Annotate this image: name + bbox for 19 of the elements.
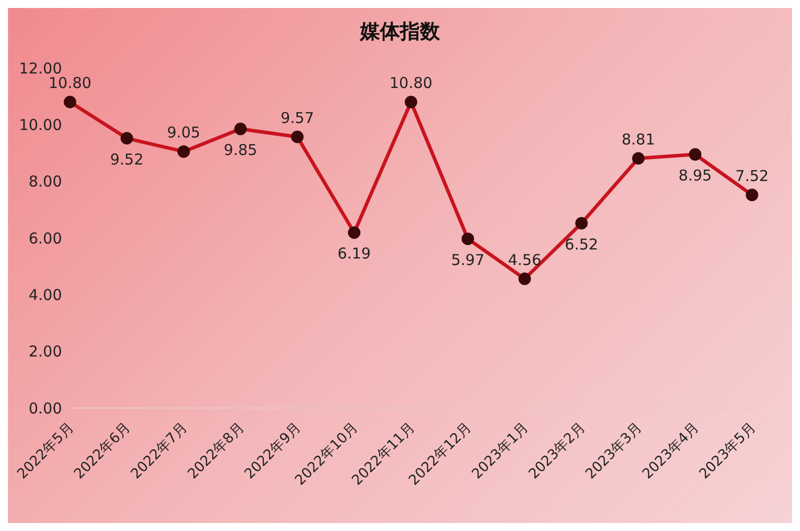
chart-title: 媒体指数 bbox=[358, 18, 441, 45]
data-label: 7.52 bbox=[735, 166, 769, 185]
data-label: 4.56 bbox=[508, 250, 542, 269]
data-label: 10.80 bbox=[390, 74, 432, 92]
y-tick-label: 2.00 bbox=[28, 342, 62, 361]
data-label: 9.05 bbox=[166, 124, 200, 142]
y-tick-label: 10.00 bbox=[19, 116, 62, 134]
y-tick-label: 4.00 bbox=[28, 286, 62, 304]
data-label: 9.85 bbox=[224, 140, 258, 159]
data-label: 9.52 bbox=[110, 150, 144, 168]
data-label: 9.57 bbox=[280, 108, 314, 127]
y-tick-label: 0.00 bbox=[28, 399, 62, 418]
data-label: 8.81 bbox=[622, 130, 656, 148]
y-tick-label: 6.00 bbox=[28, 229, 62, 248]
data-label: 5.97 bbox=[451, 250, 485, 269]
data-label: 6.19 bbox=[337, 244, 371, 263]
data-label: 6.52 bbox=[564, 235, 598, 254]
y-tick-label: 8.00 bbox=[28, 172, 62, 191]
data-label: 8.95 bbox=[678, 166, 712, 184]
